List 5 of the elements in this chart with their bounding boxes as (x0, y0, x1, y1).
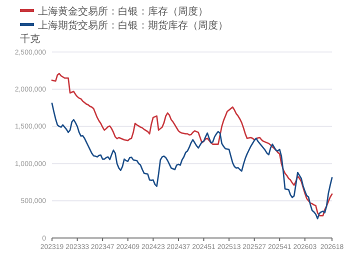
legend-label: 上海黄金交易所：白银：库存（周度） (38, 6, 208, 18)
line-series (51, 72, 333, 216)
line-series (51, 102, 333, 220)
legend-label: 上海期货交易所：白银：期货库存（周度） (38, 20, 228, 32)
y-axis-title: 千克 (20, 33, 40, 45)
